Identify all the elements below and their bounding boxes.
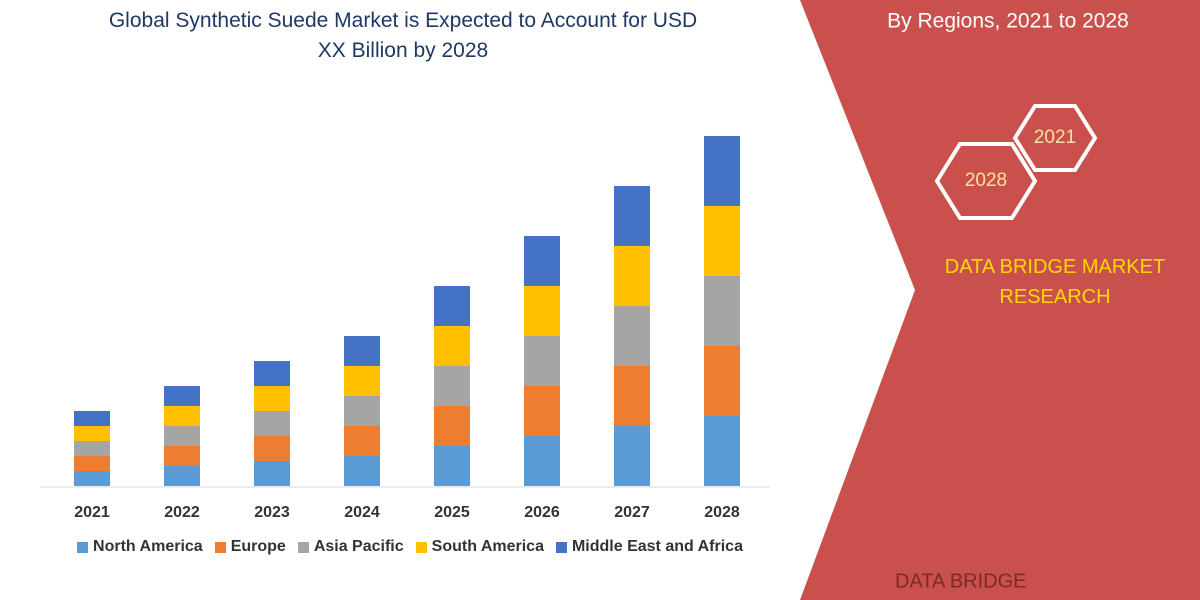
bar-segment: [254, 461, 290, 486]
bar-segment: [254, 436, 290, 461]
legend-swatch: [555, 541, 567, 553]
bar-segment: [614, 426, 650, 486]
x-tick-label: 2026: [524, 504, 560, 521]
chart-title: Global Synthetic Suede Market is Expecte…: [108, 9, 698, 62]
bar-segment: [434, 446, 470, 486]
bar-segment: [254, 411, 290, 436]
x-tick-label: 2023: [254, 504, 290, 521]
bar-segment: [164, 446, 200, 466]
x-tick-label: 2025: [434, 504, 470, 521]
bar-segment: [614, 186, 650, 246]
bar-segment: [164, 426, 200, 446]
bar-segment: [434, 326, 470, 366]
side-panel: [800, 0, 1200, 600]
bar-segment: [524, 286, 560, 336]
logo: DATA BRIDGE: [895, 570, 1027, 592]
bar-segment: [74, 456, 110, 471]
legend-swatch: [214, 541, 226, 553]
x-tick-label: 2027: [614, 504, 650, 521]
bar-segment: [74, 411, 110, 426]
bar-segment: [704, 206, 740, 276]
x-tick-label: 2021: [74, 504, 110, 521]
legend-swatch: [77, 541, 89, 553]
bar-segment: [704, 276, 740, 346]
bar-segment: [74, 471, 110, 486]
legend-item: Europe: [214, 538, 286, 556]
bar-segment: [344, 396, 380, 426]
legend-swatch: [297, 541, 309, 553]
bar-segment: [524, 236, 560, 286]
legend-item: Asia Pacific: [297, 538, 404, 556]
legend-item: Middle East and Africa: [555, 538, 743, 556]
bar-segment: [164, 406, 200, 426]
bar-segment: [164, 466, 200, 486]
bar-segment: [254, 386, 290, 411]
legend-label: Asia Pacific: [313, 538, 404, 555]
bar-segment: [344, 336, 380, 366]
bar-segment: [344, 366, 380, 396]
brand-box: DATA BRIDGE MARKET RESEARCH: [944, 256, 1166, 308]
bar-segment: [74, 426, 110, 441]
x-tick-label: 2022: [164, 504, 200, 521]
hexagon: [934, 142, 1038, 220]
bar-segment: [434, 406, 470, 446]
bar-segment: [434, 286, 470, 326]
x-tick-label: 2028: [704, 504, 740, 521]
legend-label: Middle East and Africa: [571, 538, 743, 555]
hex-year: 2028: [965, 170, 1007, 191]
bar-segment: [614, 246, 650, 306]
bar-segment: [524, 436, 560, 486]
bar-segment: [524, 386, 560, 436]
legend-label: Europe: [230, 538, 286, 555]
bar-segment: [704, 416, 740, 486]
legend-label: North America: [93, 538, 203, 555]
bar-segment: [704, 136, 740, 206]
bar-segment: [344, 456, 380, 486]
x-tick-label: 2024: [344, 504, 380, 521]
bar-segment: [164, 386, 200, 406]
panel-subtitle: By Regions, 2021 to 2028: [887, 10, 1129, 33]
hex-year: 2021: [1034, 127, 1076, 148]
bar-segment: [614, 366, 650, 426]
legend-item: South America: [415, 538, 544, 556]
bar-segment: [614, 306, 650, 366]
brand: DATA BRIDGE MARKET RESEARCH: [944, 256, 1166, 308]
bar-segment: [434, 366, 470, 406]
bar-segment: [254, 361, 290, 386]
legend-swatch: [415, 541, 427, 553]
bar-segment: [704, 346, 740, 416]
legend: North America Europe Asia Pacific South Ame…: [40, 538, 780, 556]
bar-segment: [344, 426, 380, 456]
hexagon: [1012, 104, 1098, 172]
bar-segment: [74, 441, 110, 456]
legend-item: North America: [77, 538, 203, 556]
legend-label: South America: [431, 538, 544, 555]
bar-segment: [524, 336, 560, 386]
